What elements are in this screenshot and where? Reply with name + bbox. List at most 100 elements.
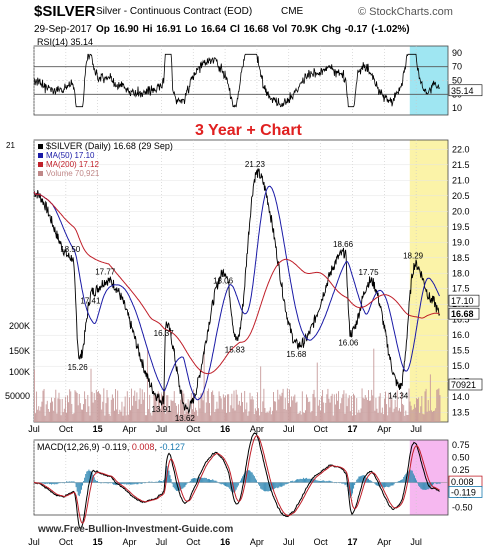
- macd-histogram-bar: [331, 481, 333, 483]
- volume-bar: [435, 408, 437, 422]
- macd-histogram-bar: [429, 482, 431, 487]
- macd-histogram-bar: [439, 482, 441, 484]
- volume-bar: [92, 402, 94, 422]
- macd-histogram-bar: [280, 482, 282, 488]
- volume-bar: [79, 403, 81, 422]
- macd-histogram-bar: [404, 475, 406, 483]
- legend-swatch: [38, 171, 43, 176]
- macd-histogram-bar: [392, 482, 394, 486]
- volume-bar: [270, 414, 272, 422]
- macd-histogram-bar: [359, 476, 361, 483]
- volume-bar: [302, 412, 304, 422]
- volume-bar: [148, 409, 150, 422]
- volume-bar: [278, 399, 280, 422]
- volume-bar: [303, 412, 305, 422]
- x-tick-label-top: Jul: [283, 424, 295, 434]
- volume-bar: [86, 412, 88, 422]
- macd-histogram-bar: [74, 482, 76, 484]
- macd-histogram-bar: [386, 482, 388, 487]
- rsi-tick-label: 50: [452, 76, 462, 86]
- macd-histogram-bar: [201, 477, 203, 483]
- volume-bar: [321, 396, 322, 422]
- volume-bar: [424, 391, 426, 422]
- macd-histogram-bar: [219, 482, 221, 484]
- volume-bar: [425, 388, 427, 422]
- macd-histogram-bar: [63, 482, 65, 484]
- volume-bar: [164, 389, 166, 422]
- macd-histogram-bar: [216, 481, 218, 483]
- macd-histogram-bar: [168, 470, 170, 483]
- macd-histogram-bar: [58, 482, 60, 484]
- volume-bar: [299, 410, 301, 422]
- volume-bar: [77, 405, 79, 422]
- volume-bar: [228, 394, 230, 422]
- volume-bar: [146, 415, 147, 422]
- macd-histogram-bar: [43, 482, 45, 484]
- volume-bar: [80, 409, 82, 422]
- volume-bar: [120, 411, 122, 422]
- volume-bar: [253, 414, 255, 422]
- volume-bar: [428, 410, 430, 422]
- macd-histogram-bar: [405, 473, 407, 483]
- volume-bar: [132, 405, 134, 422]
- macd-histogram-bar: [206, 479, 208, 483]
- macd-histogram-bar: [411, 470, 413, 483]
- macd-histogram-bar: [198, 476, 200, 483]
- macd-histogram-bar: [53, 482, 55, 485]
- volume-bar: [271, 410, 273, 422]
- macd-histogram-bar: [184, 482, 186, 487]
- volume-bar: [128, 397, 130, 422]
- volume-bar: [133, 395, 135, 422]
- macd-histogram-bar: [228, 482, 230, 488]
- macd-histogram-bar: [202, 478, 204, 483]
- volume-bar: [393, 408, 395, 422]
- volume-bar: [390, 394, 392, 422]
- macd-histogram-bar: [211, 479, 213, 483]
- x-tick-label-top: Jul: [156, 424, 168, 434]
- volume-bar: [110, 399, 112, 422]
- volume-bar: [420, 406, 422, 422]
- volume-bar: [365, 397, 367, 422]
- macd-histogram-bar: [70, 481, 72, 483]
- macd-histogram-bar: [432, 482, 434, 486]
- volume-last-value: 70921: [451, 380, 476, 390]
- volume-bar: [150, 413, 152, 422]
- volume-bar: [213, 394, 215, 422]
- volume-bar: [38, 406, 40, 422]
- macd-histogram-bar: [78, 482, 80, 497]
- volume-bar: [381, 407, 383, 422]
- macd-label-part: MACD(12,26,9): [37, 442, 102, 452]
- volume-bar: [258, 408, 259, 422]
- volume-bar: [220, 398, 222, 422]
- volume-bar: [297, 413, 299, 422]
- macd-histogram-bar: [136, 482, 138, 485]
- volume-bar: [203, 349, 205, 422]
- macd-histogram-bar: [183, 482, 185, 488]
- legend-swatch: [38, 144, 43, 149]
- volume-bar: [281, 392, 283, 422]
- volume-bar: [263, 388, 265, 422]
- macd-histogram-bar: [135, 482, 137, 484]
- volume-bar: [252, 399, 254, 422]
- volume-bar: [347, 398, 349, 422]
- volume-bar: [439, 395, 441, 422]
- rsi-tick-label: 10: [452, 103, 462, 113]
- volume-bar: [136, 392, 138, 422]
- macd-histogram-bar: [368, 478, 370, 483]
- volume-bar: [316, 362, 318, 422]
- volume-bar: [338, 391, 340, 422]
- volume-bar: [64, 396, 66, 422]
- macd-histogram-bar: [193, 478, 195, 483]
- macd-histogram-bar: [210, 479, 212, 483]
- volume-bar: [349, 411, 351, 422]
- price-swing-label: 17.75: [359, 268, 380, 277]
- macd-histogram-bar: [255, 480, 257, 483]
- volume-bar: [205, 402, 207, 422]
- volume-bar: [330, 395, 332, 422]
- volume-bar: [195, 407, 197, 422]
- macd-histogram-bar: [225, 482, 227, 487]
- volume-bar: [124, 396, 126, 422]
- macd-histogram-bar: [103, 482, 105, 484]
- price-edge-label: 21: [6, 141, 15, 150]
- price-tick-label: 19.0: [452, 237, 470, 247]
